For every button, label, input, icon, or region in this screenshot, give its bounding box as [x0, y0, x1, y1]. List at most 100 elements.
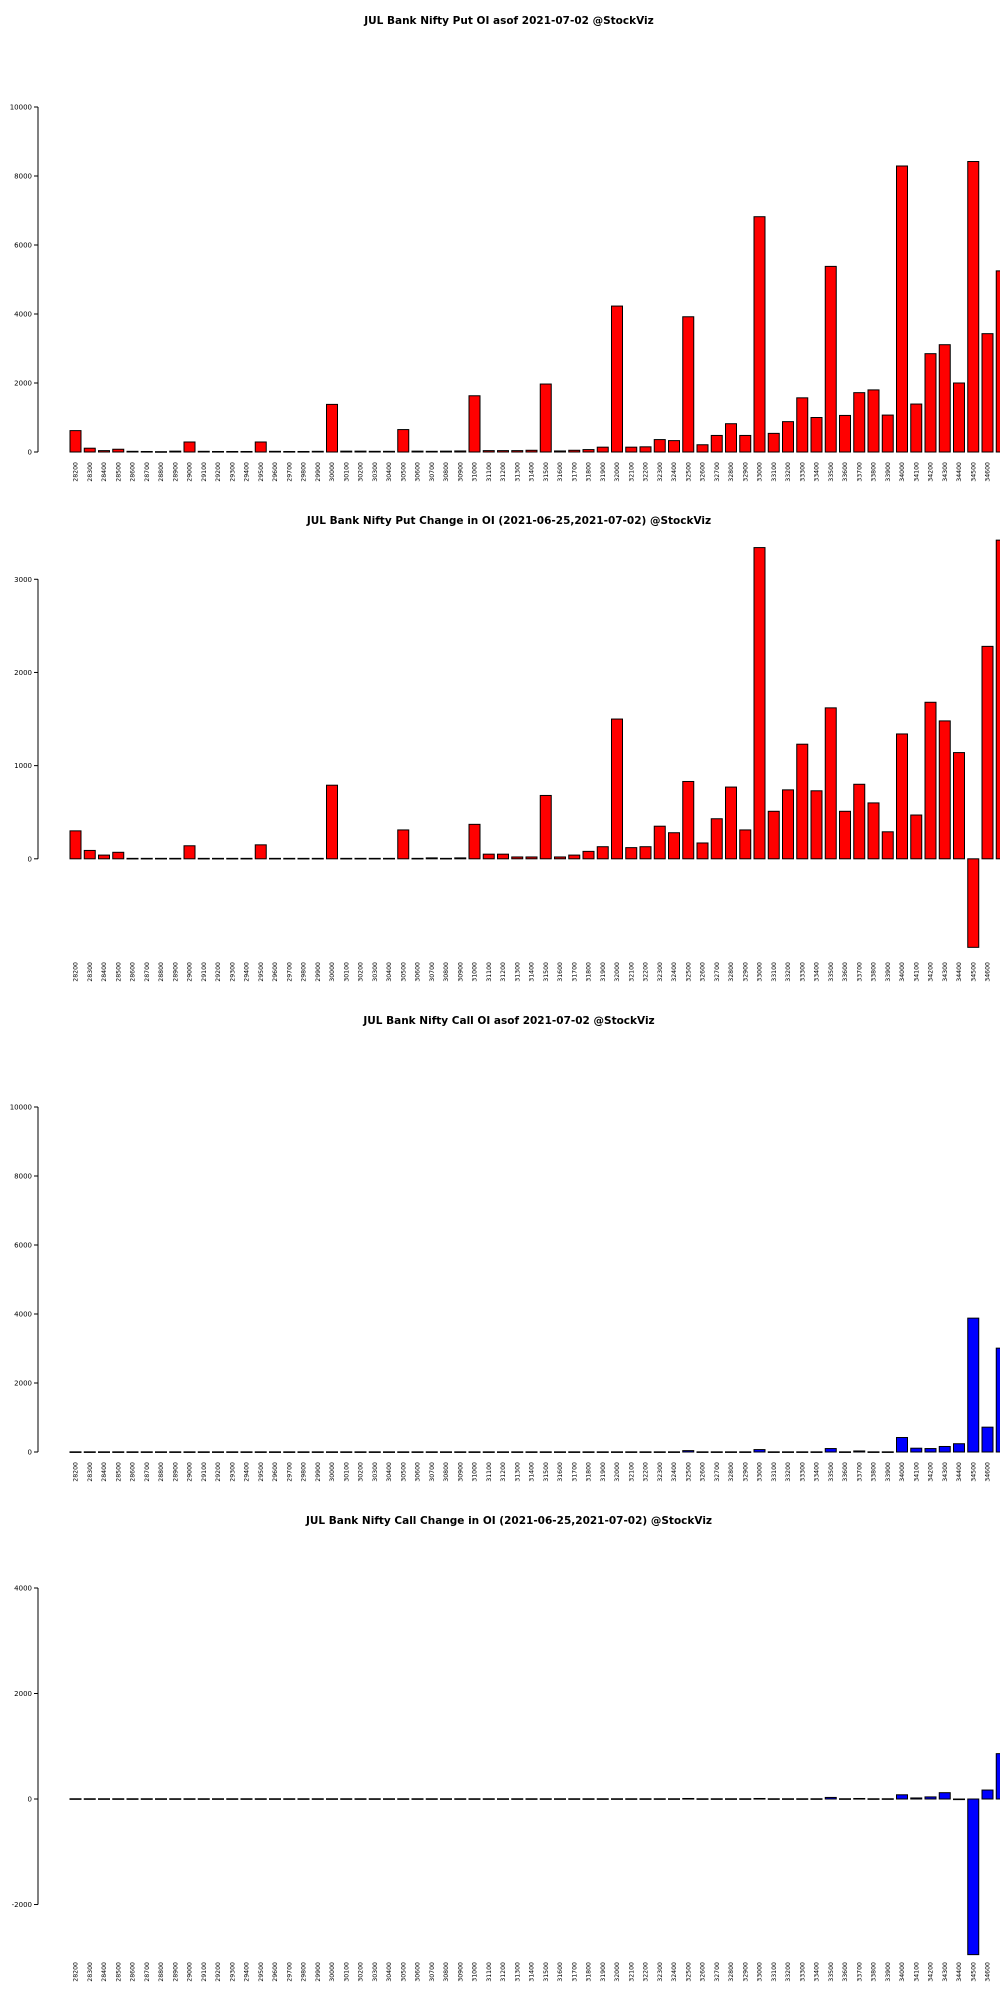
bar-31100	[482, 450, 495, 453]
bar-30200	[354, 857, 367, 860]
bar-33900	[881, 831, 894, 860]
x-tick-label: 30300	[372, 462, 379, 482]
bar-29700	[283, 857, 296, 860]
x-tick-label: 30700	[429, 962, 436, 982]
x-tick-label: 32000	[614, 962, 621, 982]
bar-28200	[69, 1798, 82, 1800]
bar-32400	[668, 1798, 680, 1800]
bar-30300	[368, 1798, 381, 1800]
bar-34000	[896, 165, 908, 453]
x-tick-label: 34500	[970, 462, 977, 482]
bar-30000	[326, 403, 338, 453]
x-tick-label: 34000	[899, 1462, 906, 1482]
x-tick-label: 32100	[628, 962, 635, 982]
x-tick-label: 29700	[286, 1462, 293, 1482]
x-tick-label: 34100	[913, 1962, 920, 1982]
x-tick-label: 29000	[187, 962, 194, 982]
x-tick-label: 33400	[814, 462, 821, 482]
x-tick-label: 31400	[529, 462, 536, 482]
x-tick-label: 34400	[956, 1462, 963, 1482]
bar-34000	[896, 733, 908, 860]
bar-28400	[98, 1451, 110, 1453]
bar-31300	[511, 1798, 524, 1800]
y-tick-label: 6000	[14, 1242, 32, 1250]
bar-33000	[753, 216, 766, 453]
bar-34300	[938, 1445, 951, 1453]
bar-30100	[340, 1798, 353, 1800]
bar-28600	[126, 450, 139, 453]
x-tick-label: 31300	[514, 1462, 521, 1482]
x-tick-label: 33300	[799, 1962, 806, 1982]
x-tick-label: 30700	[429, 1962, 436, 1982]
y-tick-label: 10000	[10, 104, 32, 112]
bar-30200	[354, 1798, 367, 1800]
x-tick-label: 34400	[956, 1962, 963, 1982]
x-tick-label: 31200	[500, 1462, 507, 1482]
x-tick-label: 31900	[600, 1962, 607, 1982]
x-tick-label: 32500	[685, 462, 692, 482]
x-tick-label: 33300	[799, 962, 806, 982]
bar-30900	[454, 1798, 467, 1800]
x-tick-label: 30100	[343, 462, 350, 482]
x-tick-label: 28500	[115, 1462, 122, 1482]
x-tick-label: 29300	[229, 962, 236, 982]
x-tick-label: 30400	[386, 962, 393, 982]
x-tick-label: 30800	[443, 462, 450, 482]
bar-31700	[568, 449, 581, 453]
bar-32700	[710, 1451, 723, 1453]
bar-30500	[397, 1798, 410, 1800]
x-tick-label: 29400	[244, 1462, 251, 1482]
x-tick-label: 29400	[244, 962, 251, 982]
x-tick-label: 29300	[229, 1962, 236, 1982]
bar-34400	[953, 382, 965, 453]
bar-30700	[425, 1798, 438, 1800]
x-tick-label: 30500	[400, 1962, 407, 1982]
bar-33400	[810, 1798, 823, 1800]
bar-28500	[112, 1451, 125, 1453]
y-tick-label: 2000	[14, 669, 32, 677]
bar-30600	[411, 450, 424, 453]
bar-32900	[739, 829, 752, 860]
x-tick-label: 30500	[400, 1462, 407, 1482]
bar-34200	[924, 701, 937, 860]
x-tick-label: 28400	[101, 462, 108, 482]
bar-31500	[539, 383, 552, 453]
x-tick-label: 32800	[728, 1462, 735, 1482]
x-tick-label: 29900	[315, 1962, 322, 1982]
bar-29000	[183, 1451, 196, 1453]
x-tick-label: 31100	[486, 462, 493, 482]
x-tick-label: 34200	[928, 1962, 935, 1982]
bar-29200	[212, 1451, 224, 1453]
bar-29400	[240, 1451, 253, 1453]
x-tick-label: 31000	[472, 962, 479, 982]
x-tick-label: 33900	[885, 462, 892, 482]
x-tick-label: 32200	[643, 962, 650, 982]
x-tick-label: 30100	[343, 1462, 350, 1482]
x-tick-label: 30400	[386, 1962, 393, 1982]
bar-29900	[311, 450, 324, 453]
x-tick-label: 28800	[158, 462, 165, 482]
y-tick-label: 10000	[10, 1104, 32, 1112]
x-tick-label: 28900	[172, 1962, 179, 1982]
x-tick-label: 31300	[514, 962, 521, 982]
bar-29800	[297, 450, 310, 453]
x-tick-label: 32600	[700, 1962, 707, 1982]
x-tick-label: 32500	[685, 1462, 692, 1482]
bar-28600	[126, 857, 139, 860]
bar-34300	[938, 1792, 951, 1800]
bar-28200	[69, 1451, 82, 1453]
y-tick-label: 2000	[14, 1380, 32, 1388]
bar-33000	[753, 1449, 766, 1453]
bar-29300	[226, 857, 239, 860]
y-tick-label: -2000	[12, 1901, 32, 1909]
bar-31500	[539, 1798, 552, 1800]
x-tick-label: 30400	[386, 462, 393, 482]
bar-29800	[297, 1798, 310, 1800]
bar-29900	[311, 1451, 324, 1453]
bar-31200	[497, 853, 509, 860]
x-tick-label: 32100	[628, 1462, 635, 1482]
bar-31200	[497, 1451, 509, 1453]
x-tick-label: 30000	[329, 962, 336, 982]
bar-34200	[924, 1796, 937, 1800]
x-tick-label: 30000	[329, 1462, 336, 1482]
